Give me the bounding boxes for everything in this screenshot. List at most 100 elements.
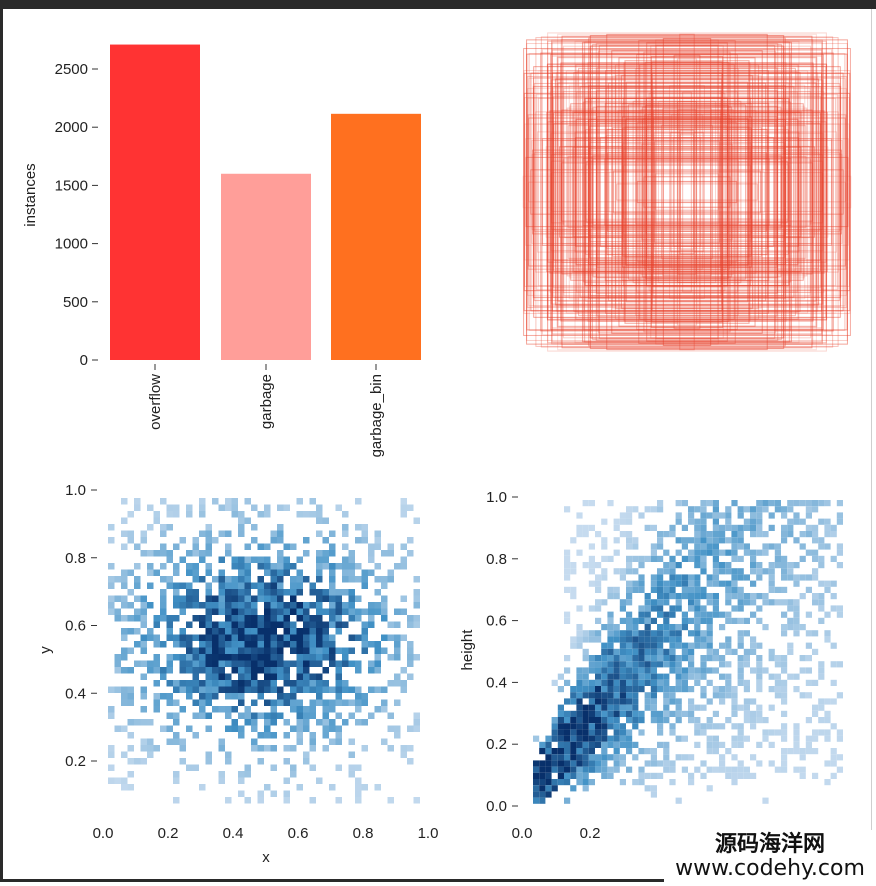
xy-heatmap-cell xyxy=(225,628,232,635)
xy-heatmap-cell xyxy=(283,628,290,635)
xy-heatmap-cell xyxy=(218,777,225,784)
wh-heatmap-cell xyxy=(619,754,626,761)
bbox-rect xyxy=(645,149,729,235)
wh-heatmap-cell xyxy=(750,754,757,761)
xy-heatmap-cell xyxy=(134,543,141,550)
xy-heatmap-cell xyxy=(153,511,160,518)
xy-heatmap-cell xyxy=(244,647,251,654)
bar-garbage_bin xyxy=(331,113,421,361)
wh-heatmap-cell xyxy=(688,549,695,556)
xy-heatmap-cell xyxy=(173,569,180,576)
xy-heatmap-cell xyxy=(225,647,232,654)
wh-heatmap-cell xyxy=(638,636,645,643)
xy-heatmap-cell xyxy=(413,576,420,583)
wh-heatmap-cell xyxy=(681,766,688,773)
xy-heatmap-cell xyxy=(309,621,316,628)
wh-heatmap-cell xyxy=(663,741,670,748)
wh-heatmap-cell xyxy=(712,568,719,575)
wh-heatmap-cell xyxy=(619,617,626,624)
wh-heatmap-cell xyxy=(644,698,651,705)
wh-heatmap-cell xyxy=(700,531,707,538)
wh-heatmap-cell xyxy=(545,760,552,767)
xy-heatmap-cell xyxy=(296,699,303,706)
xy-heatmap-cell xyxy=(413,595,420,602)
wh-heatmap-cell xyxy=(774,686,781,693)
xy-heatmap-cell xyxy=(283,621,290,628)
wh-heatmap-cell xyxy=(595,686,602,693)
wh-heatmap-cell xyxy=(650,686,657,693)
wh-heatmap-cell xyxy=(781,512,788,519)
xy-heatmap-cell xyxy=(329,550,336,557)
wh-heatmap-cell xyxy=(619,741,626,748)
xy-heatmap-cell xyxy=(296,576,303,583)
xy-heatmap-cell xyxy=(166,628,173,635)
wh-y-tick-label: 0.2 xyxy=(486,736,507,753)
wh-heatmap-cell xyxy=(619,512,626,519)
wh-heatmap-cell xyxy=(725,599,732,606)
xy-heatmap-cell xyxy=(400,556,407,563)
wh-heatmap-cell xyxy=(694,537,701,544)
xy-heatmap-cell xyxy=(374,576,381,583)
wh-heatmap-cell xyxy=(675,599,682,606)
xy-heatmap-cell xyxy=(277,537,284,544)
wh-heatmap-cell xyxy=(793,723,800,730)
xy-heatmap-cell xyxy=(251,738,258,745)
wh-heatmap-cell xyxy=(657,760,664,767)
xy-y-tick-label: 0.6 xyxy=(65,618,86,635)
wh-heatmap-cell xyxy=(694,593,701,600)
xy-heatmap-cell xyxy=(231,680,238,687)
bbox-rect xyxy=(650,55,724,329)
xy-heatmap-cell xyxy=(160,563,167,570)
wh-heatmap-cell xyxy=(539,741,546,748)
wh-heatmap-cell xyxy=(626,518,633,525)
xy-heatmap-cell xyxy=(218,706,225,713)
wh-heatmap-cell xyxy=(818,704,825,711)
bbox-rect xyxy=(562,45,812,339)
wh-heatmap-cell xyxy=(799,766,806,773)
xy-heatmap-cell xyxy=(199,615,206,622)
xy-heatmap-cell xyxy=(121,725,128,732)
wh-heatmap-cell xyxy=(663,593,670,600)
xy-heatmap-cell xyxy=(186,680,193,687)
xy-heatmap-cell xyxy=(361,693,368,700)
xy-heatmap-cell xyxy=(296,511,303,518)
xy-heatmap-cell xyxy=(238,732,245,739)
wh-heatmap-cell xyxy=(657,655,664,662)
xy-heatmap-cell xyxy=(368,602,375,609)
wh-heatmap-cell xyxy=(582,630,589,637)
bbox-rect xyxy=(575,137,799,247)
wh-heatmap-cell xyxy=(731,723,738,730)
wh-heatmap-cell xyxy=(626,624,633,631)
xy-heatmap-cell xyxy=(290,576,297,583)
xy-heatmap-cell xyxy=(407,673,414,680)
bbox-rect xyxy=(528,77,846,307)
xy-heatmap-cell xyxy=(147,660,154,667)
wh-heatmap-cell xyxy=(818,605,825,612)
bbox-rect xyxy=(589,46,785,338)
wh-heatmap-cell xyxy=(781,531,788,538)
wh-heatmap-cell xyxy=(619,710,626,717)
wh-heatmap-cell xyxy=(836,754,843,761)
xy-heatmap-cell xyxy=(322,719,329,726)
wh-heatmap-cell xyxy=(650,698,657,705)
wh-heatmap-cell xyxy=(706,679,713,686)
wh-heatmap-cell xyxy=(663,624,670,631)
wh-heatmap-cell xyxy=(818,667,825,674)
bbox-rect xyxy=(547,121,827,263)
xy-heatmap-cell xyxy=(296,706,303,713)
xy-heatmap-cell xyxy=(290,725,297,732)
xy-heatmap-cell xyxy=(277,621,284,628)
xy-heatmap-cell xyxy=(303,511,310,518)
wh-heatmap-cell xyxy=(743,717,750,724)
bbox-rect xyxy=(569,105,805,279)
xy-heatmap-cell xyxy=(342,602,349,609)
bbox-rect xyxy=(669,132,705,252)
wh-heatmap-cell xyxy=(731,686,738,693)
wh-heatmap-cell xyxy=(570,717,577,724)
xy-heatmap-cell xyxy=(296,686,303,693)
wh-heatmap-cell xyxy=(712,580,719,587)
xy-heatmap-cell xyxy=(283,667,290,674)
xy-heatmap-cell xyxy=(264,667,271,674)
xy-heatmap-cell xyxy=(199,647,206,654)
xy-heatmap-cell xyxy=(303,654,310,661)
